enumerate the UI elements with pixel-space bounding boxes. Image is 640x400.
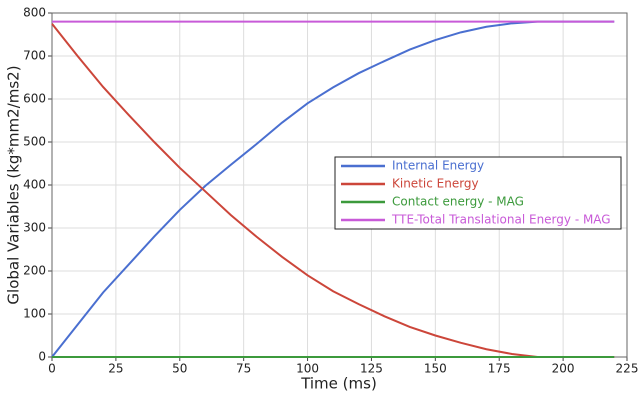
y-tick-label: 800 — [23, 6, 46, 20]
x-tick-label: 150 — [424, 362, 447, 376]
x-tick-label: 200 — [552, 362, 575, 376]
y-tick-label: 700 — [23, 49, 46, 63]
legend-label: Contact energy - MAG — [392, 195, 524, 209]
y-tick-label: 0 — [38, 350, 46, 364]
y-tick-label: 600 — [23, 92, 46, 106]
x-tick-label: 100 — [296, 362, 319, 376]
x-tick-label: 25 — [108, 362, 123, 376]
y-tick-label: 500 — [23, 135, 46, 149]
legend-box — [334, 156, 622, 230]
y-axis-label: Global Variables (kg*mm2/ms2) — [5, 65, 23, 304]
x-tick-label: 175 — [488, 362, 511, 376]
y-tick-label: 100 — [23, 307, 46, 321]
legend-label: TTE-Total Translational Energy - MAG — [391, 213, 611, 227]
legend-label: Kinetic Energy — [392, 177, 479, 191]
x-tick-label: 0 — [48, 362, 56, 376]
series-line — [51, 23, 615, 358]
x-tick-label: 225 — [616, 362, 639, 376]
x-tick-label: 75 — [236, 362, 251, 376]
y-tick-label: 200 — [23, 264, 46, 278]
x-tick-label: 50 — [172, 362, 187, 376]
y-tick-label: 300 — [23, 221, 46, 235]
series-line — [51, 20, 615, 358]
x-axis-label: Time (ms) — [300, 375, 377, 393]
y-tick-label: 400 — [23, 178, 46, 192]
x-tick-label: 125 — [360, 362, 383, 376]
legend-label: Internal Energy — [392, 159, 484, 173]
